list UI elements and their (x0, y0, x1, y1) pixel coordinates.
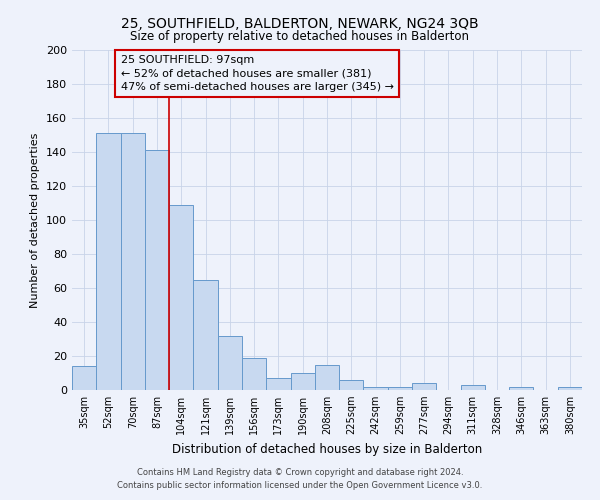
Bar (121, 134, 145, 390)
Bar (388, 386, 412, 390)
Bar (461, 385, 485, 390)
Bar (169, 204, 193, 390)
Y-axis label: Number of detached properties: Number of detached properties (31, 132, 40, 308)
Bar (193, 280, 218, 390)
Bar (558, 386, 582, 390)
Text: Size of property relative to detached houses in Balderton: Size of property relative to detached ho… (131, 30, 470, 43)
Bar (218, 336, 242, 390)
Text: 25 SOUTHFIELD: 97sqm
← 52% of detached houses are smaller (381)
47% of semi-deta: 25 SOUTHFIELD: 97sqm ← 52% of detached h… (121, 55, 394, 92)
Bar (364, 386, 388, 390)
Bar (315, 364, 339, 390)
Bar (412, 383, 436, 390)
Bar (145, 150, 169, 390)
Bar (290, 373, 315, 390)
Text: Contains HM Land Registry data © Crown copyright and database right 2024.
Contai: Contains HM Land Registry data © Crown c… (118, 468, 482, 489)
X-axis label: Distribution of detached houses by size in Balderton: Distribution of detached houses by size … (172, 442, 482, 456)
Bar (509, 386, 533, 390)
Bar (266, 378, 290, 390)
Text: 25, SOUTHFIELD, BALDERTON, NEWARK, NG24 3QB: 25, SOUTHFIELD, BALDERTON, NEWARK, NG24 … (121, 18, 479, 32)
Bar (96, 134, 121, 390)
Bar (72, 366, 96, 390)
Bar (242, 358, 266, 390)
Bar (339, 380, 364, 390)
